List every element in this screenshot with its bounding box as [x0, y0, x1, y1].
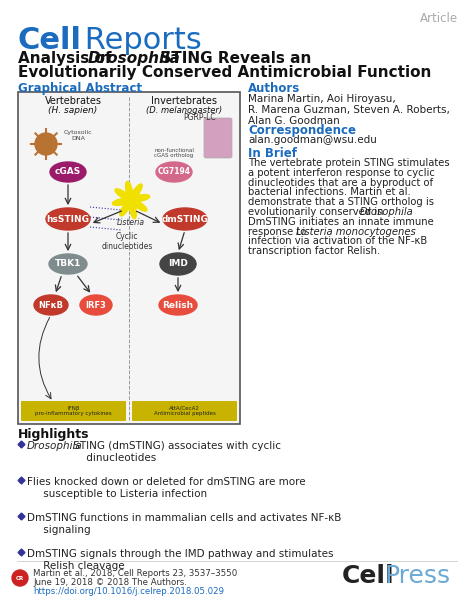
- Text: STING (dmSTING) associates with cyclic
     dinucleotides: STING (dmSTING) associates with cyclic d…: [70, 441, 281, 463]
- Text: DmSTING initiates an innate immune: DmSTING initiates an innate immune: [248, 217, 434, 227]
- Text: The vertebrate protein STING stimulates: The vertebrate protein STING stimulates: [248, 158, 450, 168]
- Text: PGRP-LC: PGRP-LC: [184, 113, 216, 122]
- Ellipse shape: [34, 295, 68, 315]
- Polygon shape: [112, 181, 150, 219]
- Text: Cytosolic
DNA: Cytosolic DNA: [64, 130, 92, 141]
- Text: Article: Article: [420, 12, 458, 25]
- Text: DmSTING signals through the IMD pathway and stimulates
     Relish cleavage: DmSTING signals through the IMD pathway …: [27, 549, 334, 570]
- Ellipse shape: [156, 162, 192, 182]
- Circle shape: [12, 570, 28, 586]
- Text: AttA/CecA2
Antimicrobial peptides: AttA/CecA2 Antimicrobial peptides: [154, 405, 216, 416]
- Text: Flies knocked down or deleted for dmSTING are more
     susceptible to Listeria : Flies knocked down or deleted for dmSTIN…: [27, 477, 306, 498]
- Text: IFNβ
pro-inflammatory cytokines: IFNβ pro-inflammatory cytokines: [35, 405, 112, 416]
- Text: NFκB: NFκB: [38, 301, 64, 309]
- Text: Drosophila: Drosophila: [88, 51, 181, 66]
- Text: IRF3: IRF3: [86, 301, 107, 309]
- Text: evolutionarily conserved in: evolutionarily conserved in: [248, 207, 387, 217]
- Text: DmSTING functions in mammalian cells and activates NF-κB
     signaling: DmSTING functions in mammalian cells and…: [27, 513, 341, 535]
- Text: infection via activation of the NF-κB: infection via activation of the NF-κB: [248, 237, 427, 246]
- Text: (D. melanogaster): (D. melanogaster): [146, 106, 222, 115]
- Text: Vertebrates: Vertebrates: [45, 96, 101, 106]
- FancyBboxPatch shape: [18, 92, 240, 424]
- Text: TBK1: TBK1: [55, 259, 81, 269]
- Text: dinucleotides that are a byproduct of: dinucleotides that are a byproduct of: [248, 177, 433, 188]
- FancyBboxPatch shape: [21, 401, 126, 421]
- Text: R. Marena Guzman, Steven A. Roberts,: R. Marena Guzman, Steven A. Roberts,: [248, 105, 450, 115]
- Text: Reports: Reports: [75, 26, 202, 55]
- Text: dmSTING: dmSTING: [162, 214, 209, 224]
- Text: cGAS: cGAS: [55, 168, 81, 177]
- Text: June 19, 2018 © 2018 The Authors.: June 19, 2018 © 2018 The Authors.: [33, 578, 187, 587]
- Text: Drosophila: Drosophila: [27, 441, 83, 451]
- Ellipse shape: [50, 162, 86, 182]
- FancyBboxPatch shape: [204, 118, 232, 158]
- Text: Evolutionarily Conserved Antimicrobial Function: Evolutionarily Conserved Antimicrobial F…: [18, 65, 431, 80]
- Text: .: .: [400, 207, 403, 217]
- Text: Martin et al., 2018, Cell Reports 23, 3537–3550: Martin et al., 2018, Cell Reports 23, 35…: [33, 569, 237, 578]
- Text: Listeria monocytogenes: Listeria monocytogenes: [296, 227, 416, 237]
- Text: Relish: Relish: [163, 301, 193, 309]
- Ellipse shape: [46, 208, 90, 230]
- Text: Correspondence: Correspondence: [248, 124, 356, 137]
- Text: demonstrate that a STING ortholog is: demonstrate that a STING ortholog is: [248, 197, 434, 207]
- Ellipse shape: [163, 208, 207, 230]
- Text: response to: response to: [248, 227, 310, 237]
- Text: Cell: Cell: [18, 26, 82, 55]
- Text: Drosophila: Drosophila: [360, 207, 414, 217]
- Text: STING Reveals an: STING Reveals an: [155, 51, 311, 66]
- Text: alan.goodman@wsu.edu: alan.goodman@wsu.edu: [248, 135, 377, 145]
- FancyBboxPatch shape: [132, 401, 237, 421]
- Text: https://doi.org/10.1016/j.celrep.2018.05.029: https://doi.org/10.1016/j.celrep.2018.05…: [33, 587, 224, 596]
- Text: Analysis of: Analysis of: [18, 51, 117, 66]
- Text: Authors: Authors: [248, 82, 300, 95]
- Text: Cell: Cell: [342, 564, 395, 588]
- Text: Listeria: Listeria: [117, 218, 145, 227]
- Text: bacterial infections. Martin et al.: bacterial infections. Martin et al.: [248, 187, 411, 197]
- Text: (H. sapien): (H. sapien): [48, 106, 98, 115]
- Text: non-functional
cGAS ortholog: non-functional cGAS ortholog: [154, 148, 194, 158]
- Text: Graphical Abstract: Graphical Abstract: [18, 82, 142, 95]
- Text: CG7194: CG7194: [157, 168, 191, 177]
- Text: Alan G. Goodman: Alan G. Goodman: [248, 116, 340, 126]
- Ellipse shape: [160, 253, 196, 275]
- Text: Press: Press: [385, 564, 451, 588]
- Text: Marina Martin, Aoi Hiroyasu,: Marina Martin, Aoi Hiroyasu,: [248, 94, 396, 104]
- Ellipse shape: [159, 295, 197, 315]
- Text: transcription factor Relish.: transcription factor Relish.: [248, 246, 380, 256]
- Text: Highlights: Highlights: [18, 428, 90, 441]
- Ellipse shape: [49, 254, 87, 274]
- Text: IMD: IMD: [168, 259, 188, 269]
- Text: Invertebrates: Invertebrates: [151, 96, 217, 106]
- Ellipse shape: [80, 295, 112, 315]
- Text: hsSTING: hsSTING: [46, 214, 90, 224]
- Text: In Brief: In Brief: [248, 147, 297, 160]
- Text: CR: CR: [16, 575, 24, 580]
- Text: a potent interferon response to cyclic: a potent interferon response to cyclic: [248, 168, 435, 178]
- Circle shape: [35, 133, 57, 155]
- Text: Cyclic
dinucleotides: Cyclic dinucleotides: [101, 232, 153, 251]
